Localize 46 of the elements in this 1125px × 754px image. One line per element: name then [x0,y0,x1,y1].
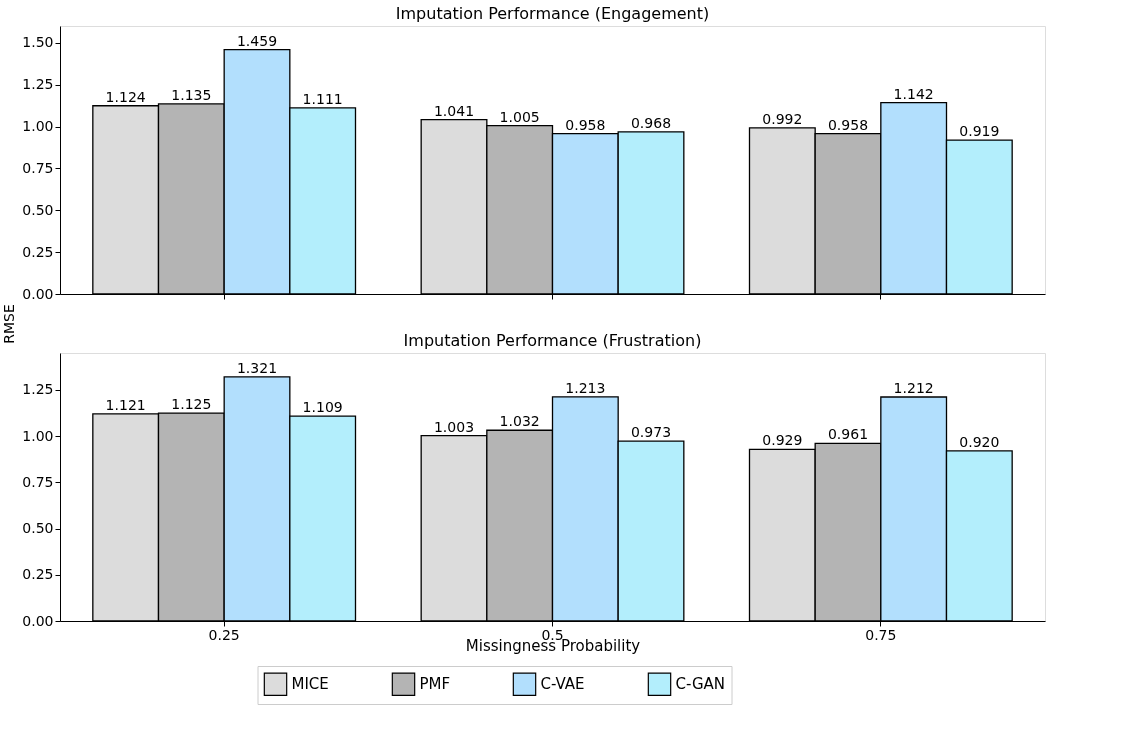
text: 0.920 [959,433,1000,450]
legend-label: C-VAE [540,675,585,694]
y-tick-label: 0.00 [22,612,54,629]
text: 0.958 [565,116,606,133]
y-axis-title: RMSE [1,304,17,344]
legend-label: MICE [291,675,329,694]
text: 1.212 [893,379,934,396]
y-tick-label: 0.50 [22,201,54,218]
text: 0.968 [630,114,672,131]
text: 0.961 [827,426,869,443]
legend-label: PMF [419,675,451,694]
text: 1.003 [433,418,475,435]
text: 0.919 [959,123,1000,140]
text: 1.213 [565,379,606,396]
y-tick-label: 0.25 [22,566,54,583]
text: 0.973 [630,424,672,441]
chart-title: Imputation Performance (Frustration) [403,331,702,350]
text: 0.958 [827,116,869,133]
text: 0.929 [762,432,803,449]
text: 1.032 [499,413,540,430]
y-tick-label: 1.00 [22,118,54,134]
text: 1.321 [236,359,278,376]
y-tick-label: 0.75 [22,473,54,490]
y-tick-label: 0.50 [22,520,54,537]
y-tick-label: 0.25 [22,243,54,260]
text: 1.124 [105,88,146,105]
text: 1.109 [302,399,343,416]
legend-label: C-GAN [675,675,726,694]
text: 1.041 [433,102,475,119]
y-tick-label: 1.25 [22,76,54,93]
text: 1.459 [236,32,278,49]
y-tick-label: 0.00 [22,285,54,302]
text: 1.125 [171,396,212,413]
y-tick-label: 1.00 [22,427,54,444]
y-tick-label: 1.25 [22,381,54,398]
text: 1.005 [499,108,540,125]
text: 1.135 [171,86,212,103]
x-tick-label: 0.75 [865,626,897,643]
text: 0.992 [762,110,803,127]
text: 1.121 [105,396,146,413]
text: 1.142 [893,85,934,102]
chart-title: Imputation Performance (Engagement) [395,4,710,23]
y-tick-label: 0.75 [22,159,54,176]
x-tick-label: 0.25 [208,626,240,643]
y-tick-label: 1.50 [22,34,54,51]
text: 1.111 [302,90,343,107]
